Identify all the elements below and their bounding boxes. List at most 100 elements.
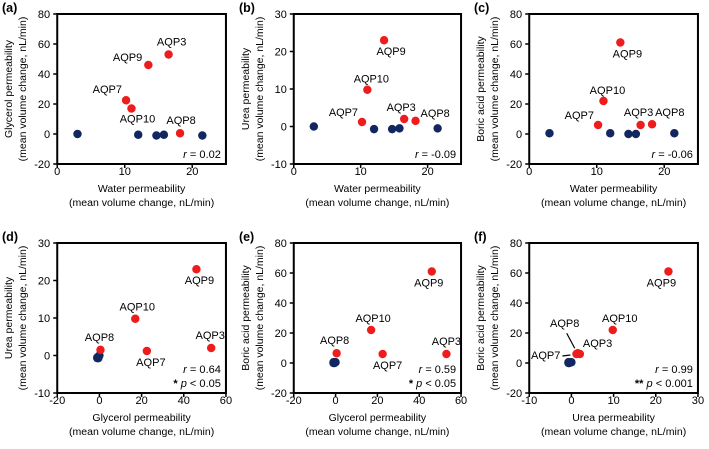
- y-axis: -10 0 10 20 30: [271, 9, 294, 171]
- x-tick-label: 10: [591, 166, 603, 178]
- data-point-aqp3: [442, 349, 451, 359]
- series-non_permeable: [73, 129, 207, 140]
- series-permeable: AQP9 AQP10 AQP7 AQP3 AQP8: [565, 38, 685, 130]
- x-tick-label: 60: [455, 395, 467, 407]
- series-non_permeable: [564, 358, 576, 368]
- y-tick-label: -20: [271, 388, 287, 400]
- series-non_permeable: [329, 358, 340, 368]
- y-tick-label: 0: [516, 358, 522, 370]
- x-tick-label: 20: [658, 166, 670, 178]
- data-point: [93, 353, 102, 362]
- data-point: [73, 129, 82, 139]
- y-axis: -20 0 20 40 60 80: [34, 9, 58, 171]
- data-point-aqp8: [647, 120, 657, 129]
- point-label-aqp8: AQP8: [85, 332, 114, 344]
- panel-letter-d: (d): [2, 230, 18, 244]
- data-point-aqp8: [411, 116, 420, 126]
- point-label-aqp3: AQP3: [624, 107, 653, 119]
- y-tick-label: 0: [44, 351, 50, 363]
- point-label-aqp10: AQP10: [119, 302, 155, 314]
- x-tick-label: 20: [650, 395, 662, 407]
- x-axis: 0 10 20: [54, 164, 198, 178]
- y-tick-label: 0: [281, 121, 287, 133]
- point-label-aqp3: AQP3: [432, 336, 461, 348]
- y-tick-label: -20: [34, 159, 50, 171]
- label-leader-line: [562, 354, 571, 357]
- x-tick-label: 10: [355, 166, 367, 178]
- y-axis-title: Boric acid permeability: [475, 35, 487, 141]
- panel-letter-e: (e): [239, 230, 254, 244]
- point-label-aqp10: AQP10: [120, 114, 156, 126]
- series-permeable: AQP9 AQP10 AQP8 AQP7 AQP3: [85, 265, 225, 369]
- panel-b-chart: (b) 0 10 20 -10 0 10 20 30 Water permeability (mea…: [239, 1, 463, 209]
- y-axis-subtitle: (mean volume change, nL/min): [17, 17, 29, 162]
- y-tick-label: -10: [34, 388, 50, 400]
- x-axis-subtitle: (mean volume change, nL/min): [305, 427, 449, 438]
- point-label-aqp9: AQP9: [376, 46, 405, 58]
- y-tick-label: 40: [510, 69, 522, 81]
- y-tick-label: 40: [510, 298, 522, 310]
- panel-d-chart: (d) -20 0 20 40 60 -10 0 10 20 30 Glycerol permeabi…: [2, 230, 232, 438]
- point-label-aqp8: AQP8: [166, 115, 195, 127]
- panel-letter-b: (b): [239, 1, 255, 15]
- x-tick-label: 10: [119, 166, 131, 178]
- x-axis: 0 10 20: [291, 164, 434, 178]
- y-tick-label: 40: [38, 69, 50, 81]
- stats-annotation: * p < 0.05: [173, 378, 221, 390]
- point-label-aqp3: AQP3: [583, 338, 612, 350]
- point-label-aqp9: AQP9: [113, 52, 142, 64]
- panel-c-chart: (c) 0 10 20 -20 0 20 40 60 80 Water permeability (m…: [474, 1, 699, 209]
- point-label-aqp10: AQP10: [354, 74, 389, 86]
- x-tick-label: 30: [692, 395, 704, 407]
- point-label-aqp10: AQP10: [590, 85, 626, 97]
- y-tick-label: -20: [506, 159, 522, 171]
- point-label-aqp3: AQP3: [387, 102, 416, 114]
- data-point: [134, 130, 143, 139]
- point-label-aqp7: AQP7: [136, 357, 165, 369]
- x-tick-label: 40: [413, 395, 425, 407]
- y-axis-title: Boric acid permeability: [475, 264, 487, 370]
- data-point-aqp3: [636, 120, 645, 130]
- y-tick-label: 60: [510, 268, 522, 280]
- x-axis-title: Glycerol permeability: [92, 412, 191, 424]
- data-point-aqp9: [379, 36, 389, 45]
- data-point-aqp8: [96, 345, 105, 355]
- point-label-aqp7: AQP7: [329, 107, 358, 119]
- y-axis-subtitle: (mean volume change, nL/min): [17, 246, 29, 391]
- y-tick-label: 60: [510, 39, 522, 51]
- plot-frame: [56, 13, 227, 165]
- data-point: [433, 124, 442, 133]
- point-label-aqp7: AQP7: [93, 84, 122, 96]
- data-point-aqp3: [164, 50, 173, 59]
- x-axis: -20 0 20 40 60: [49, 393, 232, 407]
- x-tick-label: 60: [220, 395, 232, 407]
- data-point: [545, 129, 554, 138]
- x-tick-label: -20: [49, 395, 65, 407]
- y-axis: -10 0 10 20 30: [34, 238, 58, 400]
- point-label-aqp8: AQP8: [655, 107, 684, 119]
- point-label-aqp8: AQP8: [320, 335, 349, 347]
- point-label-aqp7: AQP7: [565, 110, 594, 122]
- data-point: [329, 358, 338, 367]
- x-axis: -20 0 20 40 60: [286, 393, 467, 407]
- x-tick-label: 0: [96, 395, 102, 407]
- y-axis-title: Urea permeability: [3, 276, 15, 359]
- y-tick-label: 60: [275, 268, 287, 280]
- x-tick-label: -10: [521, 395, 537, 407]
- x-tick-label: 10: [607, 395, 619, 407]
- y-tick-label: -10: [271, 159, 287, 171]
- point-label-aqp9: AQP9: [647, 278, 676, 290]
- data-point-aqp10: [363, 85, 372, 94]
- y-tick-label: 80: [275, 238, 287, 250]
- data-point-aqp7: [121, 96, 131, 105]
- y-axis: -20 0 20 40 60 80: [506, 9, 530, 171]
- data-point-aqp10: [366, 325, 376, 335]
- stats-annotation: r = 0.59: [419, 364, 456, 376]
- point-label-aqp9: AQP9: [613, 49, 642, 61]
- y-axis-title: Glycerol permeability: [3, 39, 15, 138]
- x-tick-label: 40: [178, 395, 190, 407]
- panel-e-chart: (e) -20 0 20 40 60 -20 0 20 40 60 80 Glycerol permea…: [239, 230, 467, 438]
- point-label-aqp9: AQP9: [414, 277, 443, 289]
- data-point: [152, 131, 161, 140]
- series-permeable: AQP9 AQP10 AQP8 AQP7 AQP3: [320, 267, 461, 372]
